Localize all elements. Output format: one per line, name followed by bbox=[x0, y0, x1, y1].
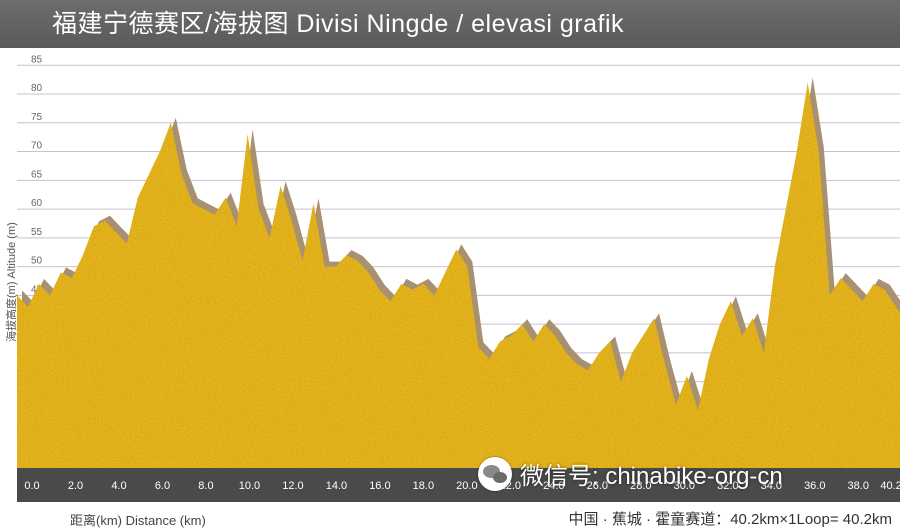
x-tick-label: 12.0 bbox=[282, 480, 303, 492]
x-tick-label: 0.0 bbox=[24, 480, 39, 492]
x-axis-label: 距离(km) Distance (km) bbox=[70, 513, 206, 528]
x-tick-label: 6.0 bbox=[155, 480, 170, 492]
x-tick-label: 30.0 bbox=[674, 480, 695, 492]
elevation-chart: 2025303540455055606570758085 0.02.04.06.… bbox=[17, 48, 900, 502]
x-tick-label: 34.0 bbox=[761, 480, 782, 492]
route-info: 中国 · 蕉城 · 霍童赛道：40.2km×1Loop= 40.2km bbox=[568, 511, 892, 528]
watermark: 微信号: chinabike-org-cn bbox=[478, 456, 783, 491]
x-tick-label: 18.0 bbox=[413, 480, 434, 492]
x-tick-label: 24.0 bbox=[543, 480, 564, 492]
x-tick-label: 32.0 bbox=[717, 480, 738, 492]
x-tick-label: 2.0 bbox=[68, 480, 83, 492]
y-axis-label: 海拔高度(m) Altitude (m) bbox=[6, 222, 18, 342]
x-tick-label: 16.0 bbox=[369, 480, 390, 492]
wechat-icon bbox=[478, 456, 512, 491]
y-tick-label: 55 bbox=[31, 227, 43, 238]
x-axis-strip bbox=[17, 468, 900, 502]
y-tick-label: 70 bbox=[31, 141, 43, 152]
x-tick-label: 26.0 bbox=[587, 480, 608, 492]
x-tick-label: 14.0 bbox=[326, 480, 347, 492]
watermark-text: 微信号: chinabike-org-cn bbox=[520, 463, 783, 490]
y-tick-label: 50 bbox=[31, 256, 43, 267]
y-tick-label: 65 bbox=[31, 169, 43, 180]
y-tick-label: 60 bbox=[31, 198, 43, 209]
x-tick-label: 38.0 bbox=[848, 480, 869, 492]
x-tick-label: 28.0 bbox=[630, 480, 651, 492]
y-tick-label: 85 bbox=[31, 54, 43, 65]
y-tick-label: 75 bbox=[31, 112, 43, 123]
elevation-area bbox=[17, 82, 900, 468]
chart-title: 福建宁德赛区/海拔图 Divisi Ningde / elevasi grafi… bbox=[0, 0, 900, 48]
x-tick-label: 4.0 bbox=[111, 480, 126, 492]
x-tick-label: 10.0 bbox=[239, 480, 260, 492]
x-tick-label: 40.2 bbox=[880, 480, 900, 492]
x-tick-label: 36.0 bbox=[804, 480, 825, 492]
y-tick-label: 80 bbox=[31, 83, 43, 94]
x-tick-label: 20.0 bbox=[456, 480, 477, 492]
x-tick-label: 8.0 bbox=[198, 480, 213, 492]
